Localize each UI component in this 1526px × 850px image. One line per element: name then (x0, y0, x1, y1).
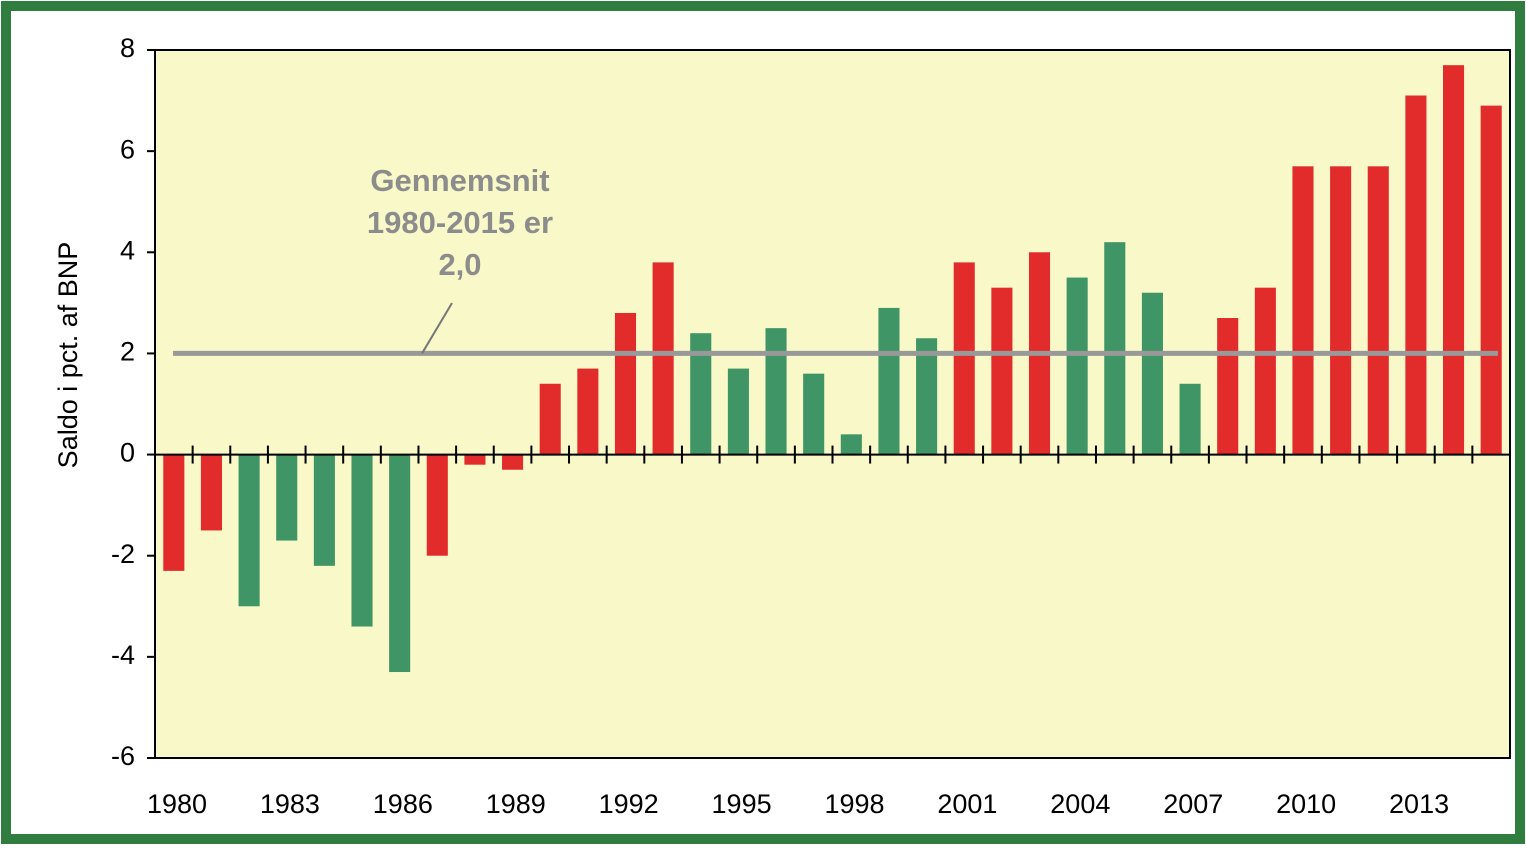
bar (1179, 383, 1201, 455)
bar (1443, 65, 1465, 455)
x-tick-label: 1989 (486, 789, 546, 819)
bar (953, 262, 975, 455)
bar (1480, 105, 1502, 455)
y-axis-label: Saldo i pct. af BNP (53, 242, 83, 469)
x-tick-label: 1995 (712, 789, 772, 819)
x-tick-label: 1986 (373, 789, 433, 819)
bar (1254, 287, 1276, 455)
bar (276, 454, 298, 541)
plot-background (154, 49, 1511, 759)
annotation-text: 2,0 (438, 247, 481, 282)
bar (840, 434, 862, 455)
bar (803, 373, 825, 455)
bar (502, 454, 524, 470)
bar (1330, 166, 1352, 455)
bar (351, 454, 373, 627)
bar (727, 368, 749, 455)
annotation-text: 1980-2015 er (367, 205, 553, 240)
y-tick-label: 4 (120, 235, 135, 265)
bar (389, 454, 411, 673)
y-tick-label: 0 (120, 438, 135, 468)
bar (1367, 166, 1389, 455)
y-tick-label: -4 (111, 640, 135, 670)
bar (313, 454, 335, 566)
bar (1104, 242, 1126, 455)
x-tick-label: 1983 (260, 789, 320, 819)
bar (765, 328, 787, 455)
bar (1292, 166, 1314, 455)
x-tick-label: 1992 (599, 789, 659, 819)
bar (652, 262, 674, 455)
x-tick-label: 2013 (1389, 789, 1449, 819)
y-tick-label: 6 (120, 134, 135, 164)
bar (1405, 95, 1427, 455)
bar (464, 454, 486, 465)
bar (690, 333, 712, 455)
annotation-leader (421, 302, 453, 354)
bar (1141, 292, 1163, 455)
bar (163, 454, 185, 571)
bar (238, 454, 260, 607)
bar (577, 368, 599, 455)
y-tick-label: 8 (120, 33, 135, 63)
x-tick-label: 2007 (1163, 789, 1223, 819)
bar (1066, 277, 1088, 455)
bar (878, 307, 900, 455)
bar (200, 454, 222, 531)
x-tick-label: 2004 (1050, 789, 1110, 819)
bar (539, 383, 561, 455)
x-tick-label: 1998 (824, 789, 884, 819)
bar (1217, 318, 1239, 455)
bar (614, 312, 637, 455)
bar (991, 287, 1013, 455)
y-tick-label: 2 (120, 337, 135, 367)
bar (916, 338, 938, 455)
y-tick-label: -6 (111, 741, 135, 771)
y-tick-label: -2 (111, 539, 135, 569)
x-tick-label: 2001 (937, 789, 997, 819)
x-tick-label: 2010 (1276, 789, 1336, 819)
bar (426, 454, 448, 556)
x-tick-label: 1980 (147, 789, 207, 819)
annotation-text: Gennemsnit (370, 163, 549, 198)
